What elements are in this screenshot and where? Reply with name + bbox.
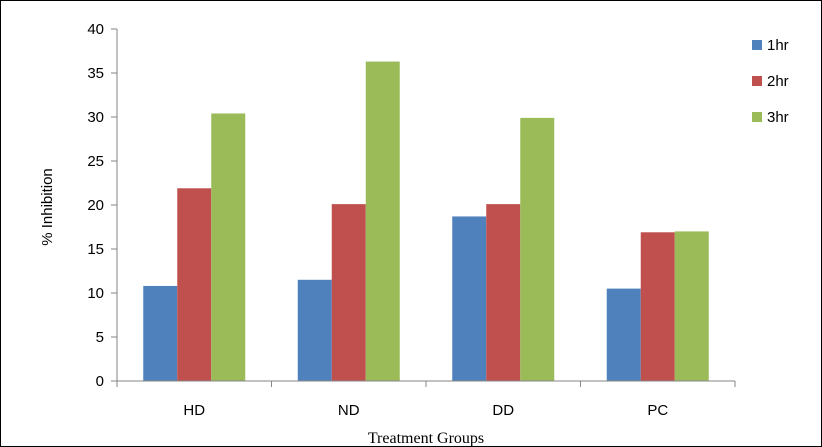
y-tick-label: 40 xyxy=(87,21,104,38)
bar-pc-2hr xyxy=(640,232,675,381)
bar-hd-2hr xyxy=(177,188,212,381)
bar-nd-2hr xyxy=(331,204,366,381)
y-axis-title: % Inhibition xyxy=(39,168,56,246)
bar-nd-1hr xyxy=(297,279,332,381)
x-axis-category-labels: HD ND DD PC xyxy=(183,402,668,419)
bar-hd-3hr xyxy=(211,113,246,381)
y-tick-label: 15 xyxy=(87,241,104,258)
x-category-label: PC xyxy=(647,402,668,419)
y-tick-label: 0 xyxy=(96,373,104,390)
y-tick-label: 5 xyxy=(96,329,104,346)
bar-dd-2hr xyxy=(486,204,521,381)
bars-group xyxy=(143,61,709,382)
legend-label: 3hr xyxy=(767,109,789,126)
x-category-label: HD xyxy=(183,402,205,419)
legend-label: 1hr xyxy=(767,37,789,54)
y-tick-label: 20 xyxy=(87,197,104,214)
x-axis-ticks xyxy=(116,381,736,387)
y-tick-label: 30 xyxy=(87,109,104,126)
bar-pc-1hr xyxy=(606,288,641,381)
legend: 1hr 2hr 3hr xyxy=(752,37,789,126)
legend-label: 2hr xyxy=(767,73,789,90)
bar-pc-3hr xyxy=(674,231,709,381)
y-tick-label: 25 xyxy=(87,153,104,170)
bar-nd-3hr xyxy=(365,61,400,382)
bar-dd-3hr xyxy=(520,117,555,381)
legend-swatch-2hr xyxy=(752,76,762,86)
y-tick-label: 35 xyxy=(87,65,104,82)
bar-hd-1hr xyxy=(143,285,178,381)
x-category-label: DD xyxy=(492,402,514,419)
bar-dd-1hr xyxy=(452,216,487,381)
x-axis-title: Treatment Groups xyxy=(368,430,484,447)
legend-swatch-3hr xyxy=(752,112,762,122)
x-category-label: ND xyxy=(338,402,360,419)
legend-swatch-1hr xyxy=(752,40,762,50)
y-axis-ticks: 0 5 10 15 20 25 30 35 40 xyxy=(87,21,117,390)
y-tick-label: 10 xyxy=(87,285,104,302)
